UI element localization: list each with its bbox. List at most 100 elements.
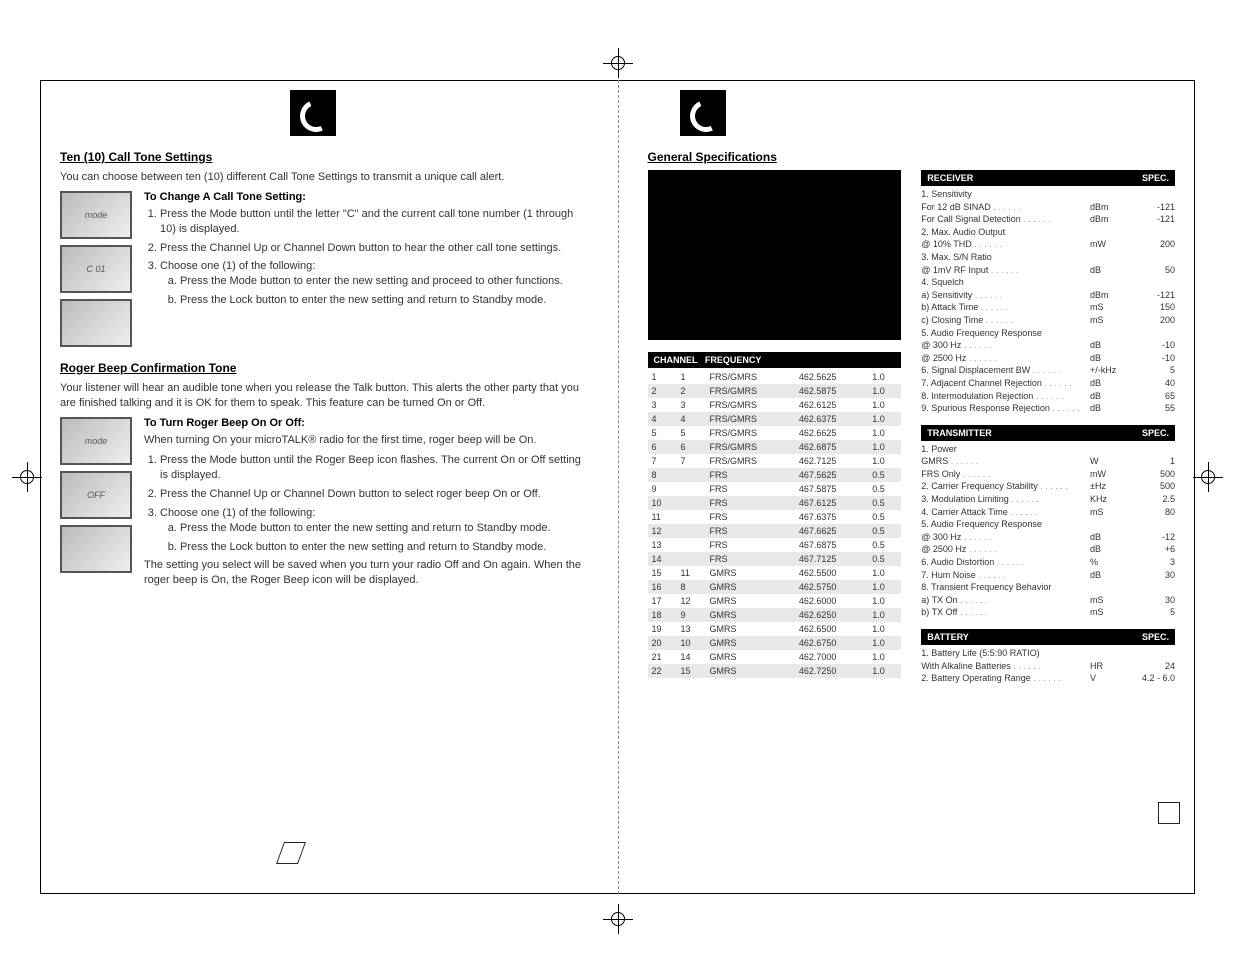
roger-step-1: Press the Mode button until the Roger Be… xyxy=(160,453,588,483)
freq-cell: 9 xyxy=(677,608,706,622)
freq-cell: 462.7250 xyxy=(795,664,868,678)
spec-label: @ 1mV RF Input . . . . . . xyxy=(921,264,1090,277)
spec-label: 3. Max. S/N Ratio xyxy=(921,251,1090,264)
thumb-column-2: mode OFF xyxy=(60,417,132,595)
freq-cell: 20 xyxy=(648,636,677,650)
spec-label: @ 2500 Hz . . . . . . xyxy=(921,352,1090,365)
roger-lead: When turning On your microTALK® radio fo… xyxy=(144,433,588,448)
spec-label: For Call Signal Detection . . . . . . xyxy=(921,213,1090,226)
spec-value: 30 xyxy=(1130,569,1175,582)
freq-cell: 19 xyxy=(648,622,677,636)
freq-cell: 467.6625 xyxy=(795,524,868,538)
spec-value xyxy=(1130,518,1175,531)
spec-value: 1 xyxy=(1130,455,1175,468)
spec-unit xyxy=(1090,188,1130,201)
freq-cell: 16 xyxy=(648,580,677,594)
freq-cell xyxy=(677,482,706,496)
receiver-row: 6. Signal Displacement BW . . . . . .+/-… xyxy=(921,364,1175,377)
freq-cell: 462.7125 xyxy=(795,454,868,468)
freq-cell: 6 xyxy=(677,440,706,454)
freq-cell: 7 xyxy=(648,454,677,468)
reg-mark-top xyxy=(603,48,633,78)
calltone-steps: Press the Mode button until the letter "… xyxy=(144,207,588,308)
freq-cell: 462.6625 xyxy=(795,426,868,440)
freq-row: 11FRS467.63750.5 xyxy=(648,510,902,524)
spec-unit xyxy=(1090,251,1130,264)
freq-cell: 462.6375 xyxy=(795,412,868,426)
thumb-mode-1: mode xyxy=(60,191,132,239)
freq-cell: 15 xyxy=(648,566,677,580)
freq-cell xyxy=(677,524,706,538)
spec-label: 5. Audio Frequency Response xyxy=(921,518,1090,531)
spec-unit xyxy=(1090,581,1130,594)
freq-cell xyxy=(677,496,706,510)
transmitter-row: 7. Hum Noise . . . . . .dB30 xyxy=(921,569,1175,582)
freq-cell: FRS xyxy=(706,482,795,496)
receiver-row: 2. Max. Audio Output xyxy=(921,226,1175,239)
freq-table: 11FRS/GMRS462.56251.022FRS/GMRS462.58751… xyxy=(648,370,902,678)
freq-cell: 1.0 xyxy=(868,636,901,650)
calltone-sub-a: Press the Mode button to enter the new s… xyxy=(180,274,588,289)
page-tab-left xyxy=(276,842,306,864)
freq-cell xyxy=(677,538,706,552)
freq-cell: FRS/GMRS xyxy=(706,426,795,440)
freq-cell: 6 xyxy=(648,440,677,454)
roger-step-3: Choose one (1) of the following: Press t… xyxy=(160,506,588,555)
spec-unit: V xyxy=(1090,672,1130,685)
freq-cell: 0.5 xyxy=(868,482,901,496)
thumb-c01: C 01 xyxy=(60,245,132,293)
spec-label: 2. Battery Operating Range . . . . . . xyxy=(921,672,1090,685)
spec-value xyxy=(1130,188,1175,201)
freq-cell: FRS xyxy=(706,524,795,538)
freq-cell: 462.6000 xyxy=(795,594,868,608)
freq-cell: 5 xyxy=(677,426,706,440)
spec-label: 8. Transient Frequency Behavior xyxy=(921,581,1090,594)
battery-row: With Alkaline Batteries . . . . . .HR24 xyxy=(921,660,1175,673)
spec-unit: dB xyxy=(1090,402,1130,415)
spec-label: 3. Modulation Limiting . . . . . . xyxy=(921,493,1090,506)
spec-unit: HR xyxy=(1090,660,1130,673)
spec-unit: mS xyxy=(1090,594,1130,607)
spec-value: +6 xyxy=(1130,543,1175,556)
spec-label: c) Closing Time . . . . . . xyxy=(921,314,1090,327)
transmitter-row: 3. Modulation Limiting . . . . . .KHz2.5 xyxy=(921,493,1175,506)
freq-row: 22FRS/GMRS462.58751.0 xyxy=(648,384,902,398)
thumb-off: OFF xyxy=(60,471,132,519)
col-left: CHANNEL FREQUENCY 11FRS/GMRS462.56251.02… xyxy=(648,170,902,695)
spec-label: b) TX Off . . . . . . xyxy=(921,606,1090,619)
spec-label: @ 2500 Hz . . . . . . xyxy=(921,543,1090,556)
spec-label: GMRS . . . . . . xyxy=(921,455,1090,468)
freq-row: 1913GMRS462.65001.0 xyxy=(648,622,902,636)
freq-cell: 3 xyxy=(648,398,677,412)
freq-cell: 462.6125 xyxy=(795,398,868,412)
spec-label: a) TX On . . . . . . xyxy=(921,594,1090,607)
freq-cell: 10 xyxy=(648,496,677,510)
spec-label: 1. Battery Life (5:5:90 RATIO) xyxy=(921,647,1090,660)
spec-value: -121 xyxy=(1130,289,1175,302)
transmitter-row: 1. Power xyxy=(921,443,1175,456)
spec-value xyxy=(1130,581,1175,594)
spec-value: 150 xyxy=(1130,301,1175,314)
spec-value: 80 xyxy=(1130,506,1175,519)
transmitter-row: @ 2500 Hz . . . . . .dB+6 xyxy=(921,543,1175,556)
freq-row: 77FRS/GMRS462.71251.0 xyxy=(648,454,902,468)
freq-cell: 1.0 xyxy=(868,454,901,468)
spec-unit: mS xyxy=(1090,506,1130,519)
freq-cell: 467.5875 xyxy=(795,482,868,496)
freq-cell: 1 xyxy=(648,370,677,384)
freq-cell: 10 xyxy=(677,636,706,650)
freq-cell: 0.5 xyxy=(868,468,901,482)
freq-cell: 467.6125 xyxy=(795,496,868,510)
freq-cell: 21 xyxy=(648,650,677,664)
receiver-row: a) Sensitivity . . . . . .dBm-121 xyxy=(921,289,1175,302)
freq-cell: FRS/GMRS xyxy=(706,370,795,384)
freq-row: 44FRS/GMRS462.63751.0 xyxy=(648,412,902,426)
right-page: General Specifications CHANNEL FREQUENCY… xyxy=(648,150,1176,695)
receiver-row: @ 1mV RF Input . . . . . .dB50 xyxy=(921,264,1175,277)
spec-value: 30 xyxy=(1130,594,1175,607)
freq-cell: 462.5750 xyxy=(795,580,868,594)
battery-header: BATTERYSPEC. xyxy=(921,629,1175,645)
spec-label: @ 300 Hz . . . . . . xyxy=(921,339,1090,352)
spec-value: 50 xyxy=(1130,264,1175,277)
spec-value: 3 xyxy=(1130,556,1175,569)
